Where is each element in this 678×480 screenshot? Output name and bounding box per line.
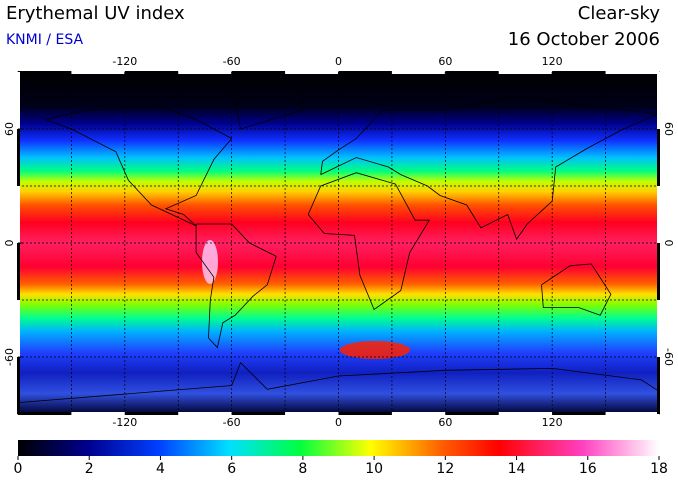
coastline	[195, 223, 277, 349]
frame-bar	[498, 71, 553, 74]
coastline	[307, 172, 431, 311]
condition: Clear-sky	[578, 3, 661, 24]
frame-bar	[391, 71, 446, 74]
frame-bar	[285, 412, 339, 415]
lon-tick-label: 120	[542, 55, 563, 68]
frame-bar	[285, 71, 339, 74]
frame-bar	[338, 412, 392, 415]
colorbar	[18, 440, 659, 456]
frame-bar	[552, 412, 606, 415]
lon-tick-label: -60	[223, 55, 241, 68]
lon-tick-label: -120	[112, 55, 137, 68]
frame-bar	[178, 412, 232, 415]
frame-bar	[124, 71, 179, 74]
title: Erythemal UV index	[6, 3, 185, 24]
frame-bar	[657, 300, 660, 357]
colorbar-label: 18	[650, 461, 668, 477]
frame-bar	[17, 72, 20, 129]
frame-bar	[498, 412, 553, 415]
frame-bar	[17, 300, 20, 357]
frame-bar	[445, 412, 499, 415]
frame-bar	[552, 71, 606, 74]
lon-tick-label: 60	[438, 55, 452, 68]
frame-bar	[17, 243, 20, 300]
frame-bar	[657, 357, 660, 414]
frame-bar	[17, 129, 20, 186]
lat-tick-label: 0	[3, 240, 16, 247]
lat-tick-label: -60	[662, 348, 675, 366]
lat-tick-label: 60	[3, 122, 16, 136]
frame-bar	[124, 412, 179, 415]
frame-bar	[71, 71, 125, 74]
colorbar-label: 16	[579, 461, 597, 477]
colorbar-label: 6	[227, 461, 236, 477]
lon-tick-label: 60	[438, 416, 452, 429]
graticule	[18, 72, 659, 414]
colorbar-label: 10	[365, 461, 383, 477]
uv-maximum-antarctic	[340, 341, 410, 359]
colorbar-label: 8	[298, 461, 307, 477]
colorbar-label: 0	[14, 461, 23, 477]
frame-bar	[178, 71, 232, 74]
coastline	[231, 86, 304, 130]
lon-tick-label: 0	[335, 416, 342, 429]
frame-bar	[605, 412, 659, 415]
frame-bar	[445, 71, 499, 74]
lon-tick-label: 0	[335, 55, 342, 68]
colorbar-label: 14	[508, 461, 526, 477]
frame-bar	[231, 412, 286, 415]
frame-bar	[605, 71, 659, 74]
colorbar-label: 4	[156, 461, 165, 477]
lat-tick-label: -60	[3, 348, 16, 366]
frame-bar	[71, 412, 125, 415]
lon-tick-label: -120	[112, 416, 137, 429]
frame-bar	[17, 186, 20, 243]
frame-bar	[17, 357, 20, 414]
date: 16 October 2006	[508, 29, 660, 50]
source: KNMI / ESA	[6, 32, 83, 48]
colorbar-label: 12	[436, 461, 454, 477]
lat-tick-label: 60	[662, 122, 675, 136]
frame-bar	[231, 71, 286, 74]
frame-bar	[657, 72, 660, 129]
frame-bar	[18, 412, 72, 415]
uv-maximum-andes	[202, 240, 218, 284]
frame-bar	[657, 186, 660, 243]
lon-tick-label: -60	[223, 416, 241, 429]
coastline	[44, 105, 233, 227]
lat-tick-label: 0	[662, 240, 675, 247]
colorbar-label: 2	[85, 461, 94, 477]
frame-bar	[657, 243, 660, 300]
frame-bar	[18, 71, 72, 74]
frame-bar	[338, 71, 392, 74]
lon-tick-label: 120	[542, 416, 563, 429]
frame-bar	[391, 412, 446, 415]
frame-bar	[657, 129, 660, 186]
coastline	[320, 96, 661, 241]
